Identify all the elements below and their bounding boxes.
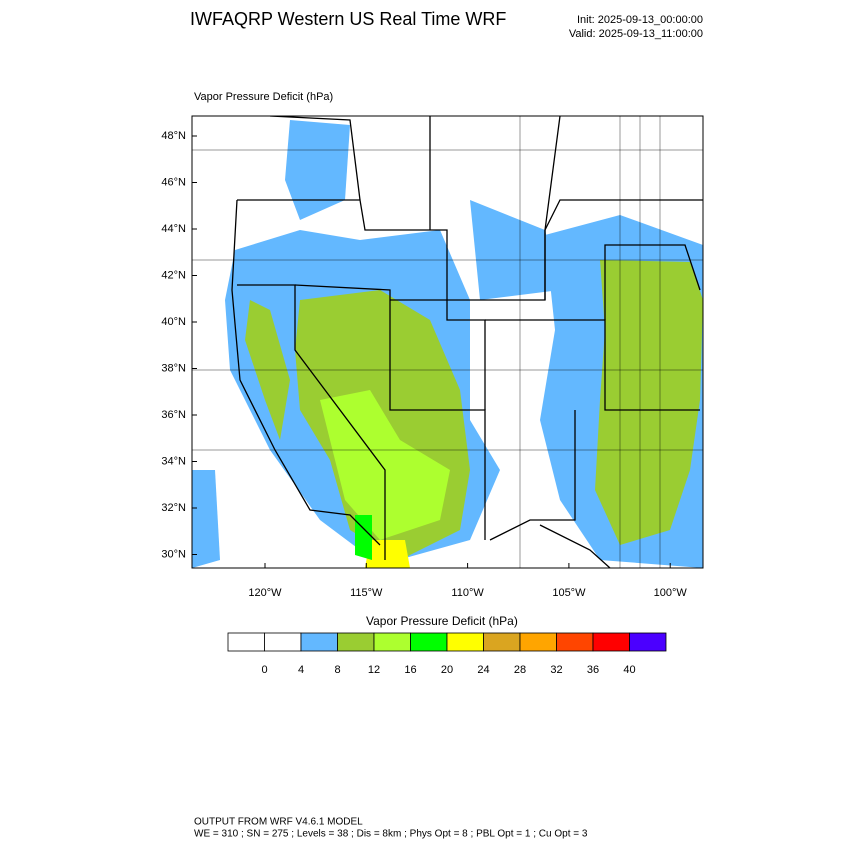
colorbar-box [629,632,667,652]
colorbar-label: 16 [404,664,416,676]
title: IWFAQRP Western US Real Time WRF [190,9,506,29]
lat-label: 40°N [161,316,186,328]
colorbar-label: 28 [514,664,526,676]
colorbar-box [227,632,265,652]
lat-label: 44°N [161,223,186,235]
footer-line: OUTPUT FROM WRF V4.6.1 MODEL [194,817,363,828]
colorbar-box [556,632,594,652]
map [191,115,704,569]
colorbar-box [519,632,557,652]
lon-label: 105°W [552,587,586,599]
lon-label: 120°W [248,587,282,599]
colorbar-label: 0 [261,664,267,676]
lon-label: 115°W [350,587,383,599]
lat-label: 46°N [161,176,186,188]
colorbar-box [446,632,484,652]
state-borders [192,116,703,568]
lat-label: 42°N [161,269,186,281]
lat-label: 32°N [161,502,186,514]
colorbar-label: 36 [587,664,599,676]
init-time: Init: 2025-09-13_00:00:00 [577,14,703,26]
colorbar-label: 8 [334,664,340,676]
lon-label: 110°W [451,587,484,599]
map-fields [192,116,703,568]
colorbar-label: 40 [623,664,635,676]
lat-label: 38°N [161,362,186,374]
colorbar-box [300,632,338,652]
colorbar-box [264,632,302,652]
lat-label: 34°N [161,455,186,467]
colorbar-box [410,632,448,652]
lat-label: 30°N [161,548,186,560]
colorbar-box [592,632,630,652]
lat-label: 36°N [161,409,186,421]
colorbar-title: Vapor Pressure Deficit (hPa) [366,614,518,628]
colorbar-label: 24 [477,664,489,676]
colorbar-box [373,632,411,652]
colorbar-label: 4 [298,664,304,676]
lon-label: 100°W [654,587,688,599]
footer-line: WE = 310 ; SN = 275 ; Levels = 38 ; Dis … [194,829,588,840]
colorbar-label: 20 [441,664,453,676]
colorbar-box [337,632,375,652]
colorbar-label: 32 [550,664,562,676]
colorbar-label: 12 [368,664,380,676]
map-subtitle: Vapor Pressure Deficit (hPa) [194,91,333,103]
valid-time: Valid: 2025-09-13_11:00:00 [569,28,703,40]
lat-label: 48°N [161,130,186,142]
colorbar-box [483,632,521,652]
